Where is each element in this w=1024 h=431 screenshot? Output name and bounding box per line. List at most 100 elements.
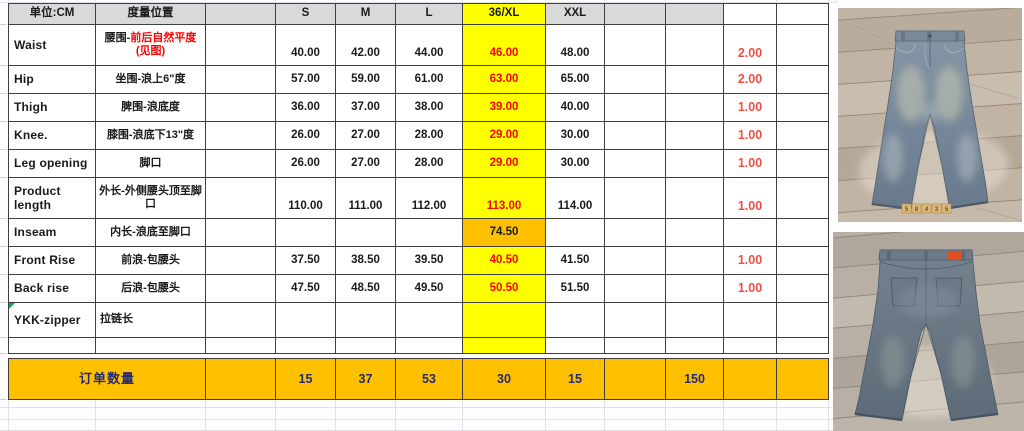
cell[interactable]	[666, 275, 724, 303]
tolerance-cell[interactable]: 1.00	[724, 178, 777, 219]
measure-label-cell[interactable]: 拉链长	[96, 303, 206, 338]
value-cell-xl[interactable]	[463, 303, 546, 338]
header-cell[interactable]: 单位:CM	[9, 4, 96, 25]
row-label-cell[interactable]: Product length	[9, 178, 96, 219]
cell[interactable]	[206, 150, 276, 178]
value-cell[interactable]: 47.50	[276, 275, 336, 303]
row-label-cell[interactable]: Back rise	[9, 275, 96, 303]
value-cell-xl[interactable]	[463, 338, 546, 354]
value-cell[interactable]: 38.00	[396, 94, 463, 122]
order-quantity-cell[interactable]	[724, 359, 777, 400]
measure-label-cell[interactable]: 外长-外侧腰头顶至脚口	[96, 178, 206, 219]
value-cell-xl[interactable]: 29.00	[463, 150, 546, 178]
order-quantity-cell[interactable]: 15	[546, 359, 605, 400]
cell[interactable]	[666, 66, 724, 94]
cell[interactable]	[605, 303, 666, 338]
measure-label-cell[interactable]: 坐围-浪上6"度	[96, 66, 206, 94]
cell[interactable]	[605, 178, 666, 219]
value-cell-xl[interactable]: 29.00	[463, 122, 546, 150]
cell[interactable]	[666, 150, 724, 178]
value-cell[interactable]: 51.50	[546, 275, 605, 303]
cell[interactable]	[666, 338, 724, 354]
tolerance-cell[interactable]: 1.00	[724, 150, 777, 178]
value-cell[interactable]: 27.00	[336, 150, 396, 178]
cell[interactable]	[777, 247, 829, 275]
cell[interactable]	[206, 25, 276, 66]
tolerance-cell[interactable]: 2.00	[724, 66, 777, 94]
cell[interactable]	[206, 219, 276, 247]
tolerance-cell[interactable]: 1.00	[724, 275, 777, 303]
value-cell-xl[interactable]: 63.00	[463, 66, 546, 94]
cell[interactable]	[206, 338, 276, 354]
row-label-cell[interactable]: Front Rise	[9, 247, 96, 275]
measure-label-cell[interactable]: 内长-浪底至脚口	[96, 219, 206, 247]
header-cell[interactable]: M	[336, 4, 396, 25]
cell[interactable]	[666, 247, 724, 275]
header-cell[interactable]: S	[276, 4, 336, 25]
value-cell[interactable]: 112.00	[396, 178, 463, 219]
value-cell[interactable]	[396, 303, 463, 338]
value-cell-xl[interactable]: 39.00	[463, 94, 546, 122]
order-quantity-cell[interactable]: 53	[396, 359, 463, 400]
measure-label-cell[interactable]	[96, 338, 206, 354]
value-cell[interactable]: 30.00	[546, 150, 605, 178]
cell[interactable]	[605, 66, 666, 94]
tolerance-cell[interactable]: 1.00	[724, 247, 777, 275]
header-cell[interactable]: 度量位置	[96, 4, 206, 25]
order-quantity-label[interactable]: 订单数量	[9, 359, 206, 400]
value-cell[interactable]	[396, 338, 463, 354]
cell[interactable]	[666, 94, 724, 122]
order-quantity-cell[interactable]: 15	[276, 359, 336, 400]
row-label-cell[interactable]: Thigh	[9, 94, 96, 122]
measure-label-cell[interactable]: 后浪-包腰头	[96, 275, 206, 303]
value-cell[interactable]: 59.00	[336, 66, 396, 94]
value-cell-xl[interactable]: 74.50	[463, 219, 546, 247]
value-cell[interactable]: 26.00	[276, 122, 336, 150]
value-cell[interactable]	[336, 338, 396, 354]
tolerance-cell[interactable]	[724, 219, 777, 247]
value-cell[interactable]: 40.00	[276, 25, 336, 66]
value-cell[interactable]: 65.00	[546, 66, 605, 94]
cell[interactable]	[777, 122, 829, 150]
cell[interactable]	[777, 178, 829, 219]
value-cell[interactable]: 44.00	[396, 25, 463, 66]
value-cell[interactable]	[546, 219, 605, 247]
value-cell-xl[interactable]: 40.50	[463, 247, 546, 275]
value-cell[interactable]: 41.50	[546, 247, 605, 275]
cell[interactable]	[605, 247, 666, 275]
tolerance-cell[interactable]: 1.00	[724, 94, 777, 122]
row-label-cell[interactable]: YKK-zipper	[9, 303, 96, 338]
header-cell[interactable]	[666, 4, 724, 25]
value-cell[interactable]	[276, 338, 336, 354]
cell[interactable]	[777, 219, 829, 247]
cell[interactable]	[777, 25, 829, 66]
cell[interactable]	[666, 219, 724, 247]
cell[interactable]	[206, 178, 276, 219]
order-quantity-cell[interactable]	[206, 359, 276, 400]
value-cell[interactable]: 110.00	[276, 178, 336, 219]
cell[interactable]	[777, 94, 829, 122]
value-cell[interactable]	[336, 303, 396, 338]
value-cell[interactable]: 27.00	[336, 122, 396, 150]
value-cell[interactable]: 42.00	[336, 25, 396, 66]
value-cell[interactable]: 37.50	[276, 247, 336, 275]
order-quantity-cell[interactable]: 30	[463, 359, 546, 400]
value-cell[interactable]: 28.00	[396, 122, 463, 150]
measure-label-cell[interactable]: 脚口	[96, 150, 206, 178]
cell[interactable]	[666, 303, 724, 338]
value-cell[interactable]	[396, 219, 463, 247]
cell[interactable]	[777, 303, 829, 338]
cell[interactable]	[206, 247, 276, 275]
measure-label-cell[interactable]: 膝围-浪底下13"度	[96, 122, 206, 150]
order-quantity-cell[interactable]	[777, 359, 829, 400]
value-cell[interactable]: 26.00	[276, 150, 336, 178]
value-cell[interactable]: 49.50	[396, 275, 463, 303]
cell[interactable]	[206, 66, 276, 94]
row-label-cell[interactable]: Leg opening	[9, 150, 96, 178]
order-quantity-cell[interactable]	[605, 359, 666, 400]
value-cell[interactable]: 48.50	[336, 275, 396, 303]
value-cell[interactable]: 37.00	[336, 94, 396, 122]
tolerance-cell[interactable]	[724, 338, 777, 354]
value-cell[interactable]: 111.00	[336, 178, 396, 219]
value-cell[interactable]: 38.50	[336, 247, 396, 275]
